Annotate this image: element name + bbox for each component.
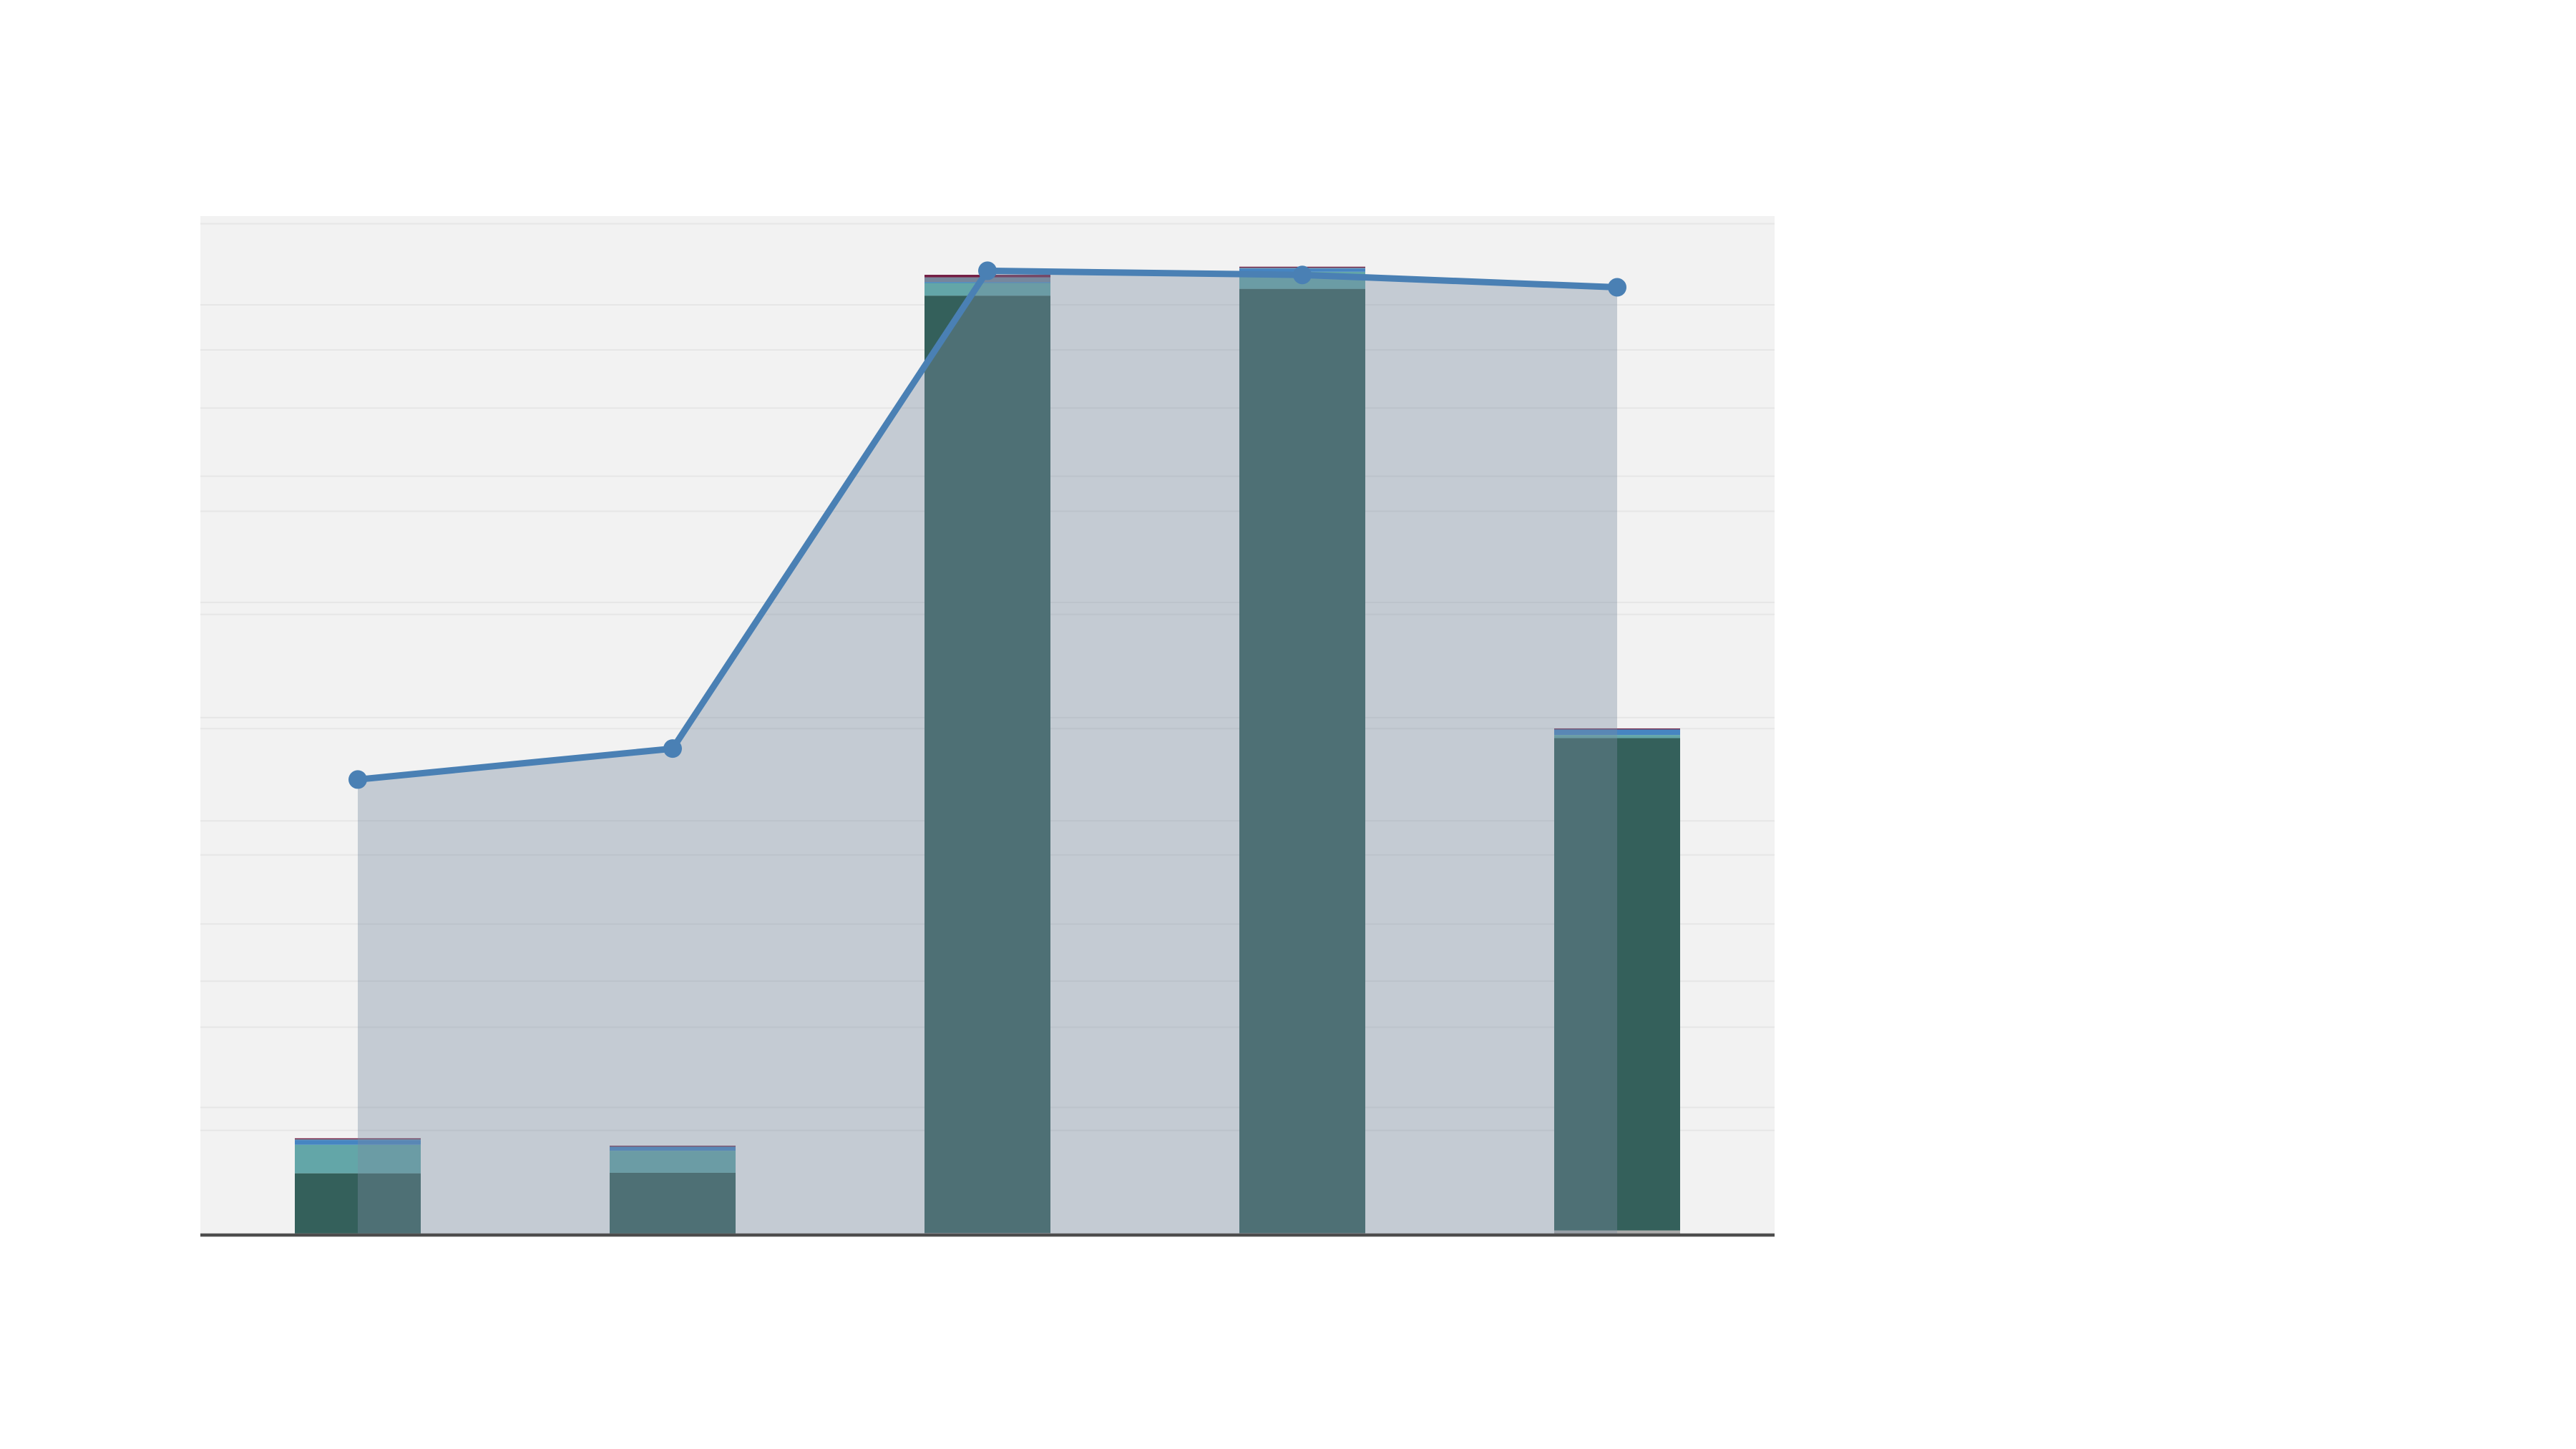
bar-segment-united-states-of-america: [610, 1172, 736, 1234]
bar-segment-united-states-of-america: [295, 1173, 421, 1234]
hhi-marker-2024: [1608, 278, 1626, 297]
hhi-marker-2022: [978, 261, 997, 280]
bar-segment-guatemala: [295, 1138, 421, 1139]
hhi-marker-2023: [1293, 265, 1312, 285]
hhi-area-fill: [358, 270, 1617, 1234]
bar-segment-spain: [295, 1138, 421, 1141]
bar-segment-guatemala: [1554, 728, 1680, 730]
bar-segment-united-states-of-america: [1554, 738, 1680, 1231]
bar-segment-germany: [610, 1146, 736, 1151]
bar-2022: [924, 275, 1050, 1234]
bar-segment-united-states-of-america: [924, 296, 1050, 1234]
bar-segment-china: [610, 1151, 736, 1173]
hhi-marker-2021: [663, 739, 682, 758]
bar-segment-united-states-of-america: [1239, 288, 1365, 1234]
bar-segment-germany: [1554, 728, 1680, 736]
bar-segment-germany: [295, 1140, 421, 1145]
bar-2021: [610, 1146, 736, 1234]
bar-2020: [295, 1138, 421, 1234]
hhi-marker-2020: [348, 770, 367, 789]
bar-2024: [1554, 728, 1680, 1234]
bars: [295, 266, 1680, 1234]
bar-segment-china: [295, 1144, 421, 1174]
bar-segment-germany: [924, 282, 1050, 283]
bar-segment-others: [924, 1233, 1050, 1234]
bar-segment-others: [1554, 1230, 1680, 1234]
bar-segment-china: [924, 283, 1050, 296]
bar-segment-china: [1554, 735, 1680, 738]
